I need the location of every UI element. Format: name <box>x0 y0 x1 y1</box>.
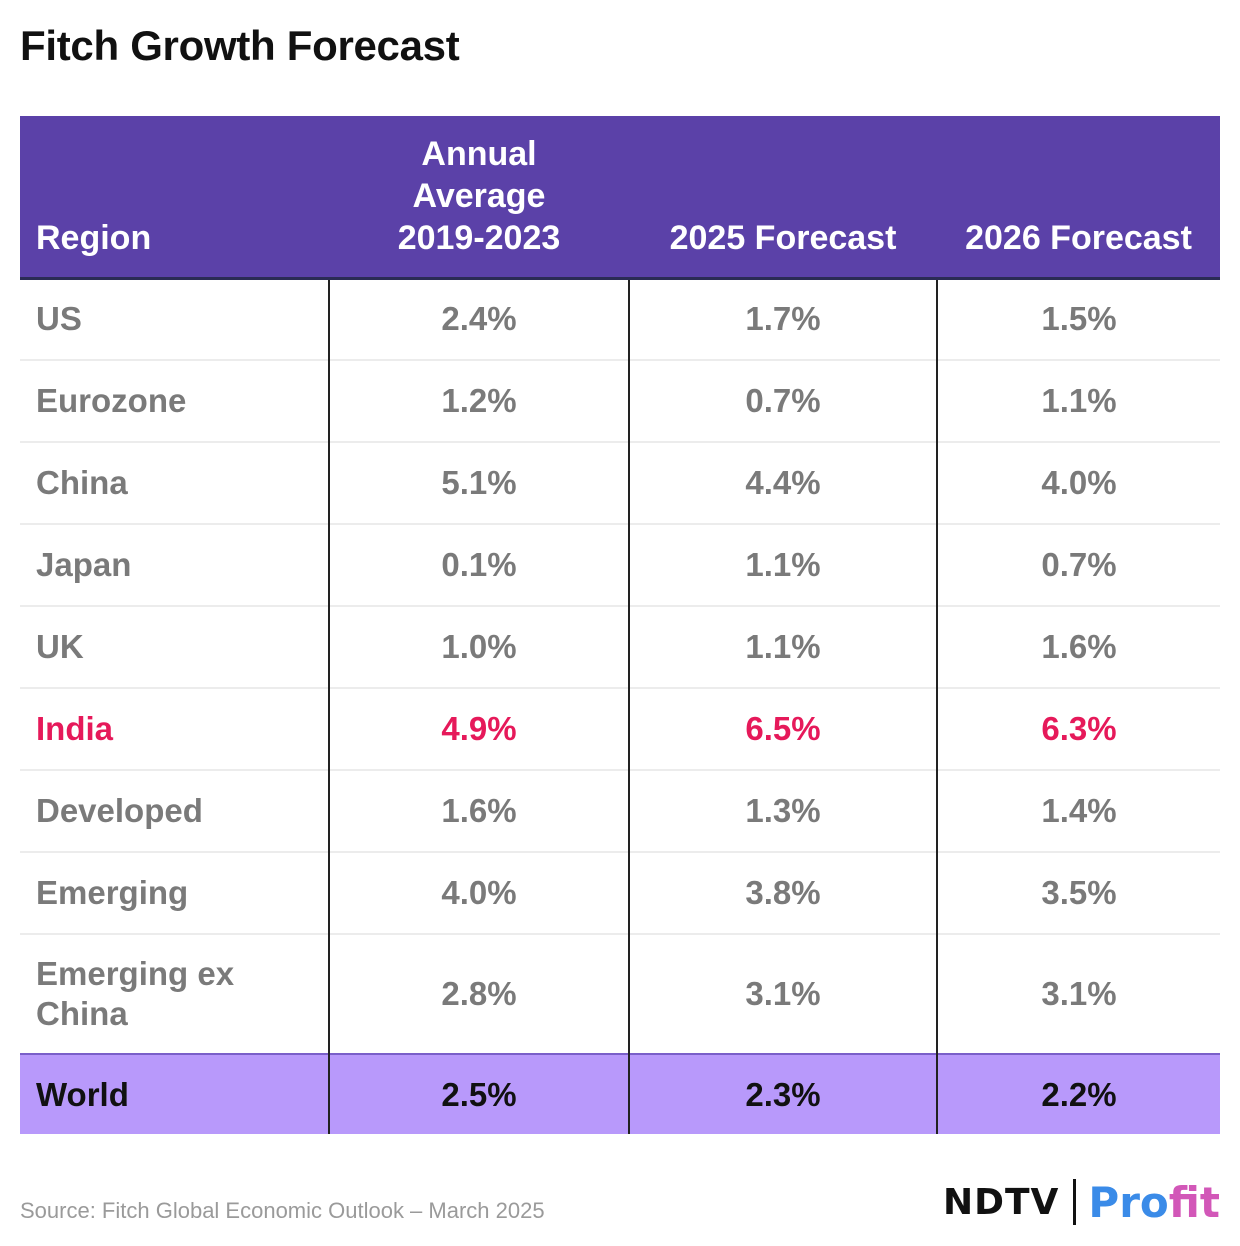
header-row: Region Annual Average 2019-2023 2025 For… <box>20 116 1220 280</box>
region-cell: Japan <box>20 523 329 606</box>
table-row-uk: UK 1.0% 1.1% 1.6% <box>20 605 1220 688</box>
table-row-emerging: Emerging 4.0% 3.8% 3.5% <box>20 851 1220 934</box>
table-row-india: India 4.9% 6.5% 6.3% <box>20 687 1220 770</box>
value-cell-annual-average: 1.0% <box>328 605 629 688</box>
ndtv-profit-logo: NDTV Profit <box>943 1176 1220 1228</box>
region-cell: US <box>36 300 82 338</box>
region-cell: Emerging <box>20 851 329 934</box>
value-cell-2025-forecast: 4.4% <box>628 441 937 524</box>
region-cell: World <box>20 1053 329 1134</box>
value-cell-2025-forecast: 1.1% <box>628 523 937 606</box>
value-cell-2025-forecast: 0.7% <box>628 359 937 442</box>
value-cell-2025-forecast: 1.1% <box>628 605 937 688</box>
value-cell-annual-average: 2.5% <box>328 1053 629 1134</box>
table-row-emerging-ex-china: Emerging ex China 2.8% 3.1% 3.1% <box>20 933 1220 1054</box>
growth-table: Region Annual Average 2019-2023 2025 For… <box>20 116 1220 1134</box>
value-cell-2026-forecast: 0.7% <box>936 523 1220 606</box>
value-cell-2026-forecast: 3.1% <box>936 933 1220 1054</box>
column-header-annual-average: Annual Average 2019-2023 <box>329 116 629 280</box>
region-cell: China <box>20 441 329 524</box>
region-cell: India <box>20 687 329 770</box>
table-row-eurozone: Eurozone 1.2% 0.7% 1.1% <box>20 359 1220 442</box>
table-row-us: US 2.4% 1.7% 1.5% <box>20 278 1220 360</box>
table-body: US 2.4% 1.7% 1.5% Eurozone 1.2% 0.7% 1.1% China 5… <box>20 278 1220 1134</box>
logo-ndtv-text: NDTV <box>942 1181 1060 1223</box>
column-header-2025-forecast: 2025 Forecast <box>629 116 937 280</box>
table-row-japan: Japan 0.1% 1.1% 0.7% <box>20 523 1220 606</box>
value-cell-2026-forecast: 1.1% <box>936 359 1220 442</box>
region-cell: Emerging ex China <box>20 933 329 1054</box>
value-cell-2026-forecast: 4.0% <box>936 441 1220 524</box>
value-cell-annual-average: 4.0% <box>328 851 629 934</box>
value-cell-annual-average: 2.4% <box>328 278 629 360</box>
logo-profit-text: Profit <box>1088 1177 1220 1227</box>
logo-divider <box>1073 1179 1077 1225</box>
value-cell-annual-average: 2.8% <box>328 933 629 1054</box>
value-cell-2026-forecast: 1.4% <box>936 769 1220 852</box>
value-cell-2025-forecast: 1.3% <box>628 769 937 852</box>
value-cell-2026-forecast: 2.2% <box>936 1053 1220 1134</box>
table-row-china: China 5.1% 4.4% 4.0% <box>20 441 1220 524</box>
value-cell-annual-average: 1.2% <box>328 359 629 442</box>
region-cell: Eurozone <box>20 359 329 442</box>
value-cell-2026-forecast: 3.5% <box>936 851 1220 934</box>
value-cell-annual-average: 1.6% <box>328 769 629 852</box>
source-note: Source: Fitch Global Economic Outlook – … <box>20 1198 545 1223</box>
value-cell-2025-forecast: 3.8% <box>628 851 937 934</box>
value-cell-annual-average: 0.1% <box>328 523 629 606</box>
value-cell-2026-forecast: 1.5% <box>936 278 1220 360</box>
region-cell: UK <box>20 605 329 688</box>
chart-title: Fitch Growth Forecast <box>20 22 460 69</box>
value-cell-2025-forecast: 1.7% <box>628 278 937 360</box>
value-cell-annual-average: 5.1% <box>328 441 629 524</box>
column-header-region: Region <box>20 116 329 280</box>
value-cell-2026-forecast: 6.3% <box>936 687 1220 770</box>
value-cell-2025-forecast: 6.5% <box>628 687 937 770</box>
value-cell-2025-forecast: 2.3% <box>628 1053 937 1134</box>
value-cell-annual-average: 4.9% <box>328 687 629 770</box>
value-cell-2025-forecast: 3.1% <box>628 933 937 1054</box>
column-header-2026-forecast: 2026 Forecast <box>937 116 1220 280</box>
region-cell: Developed <box>20 769 329 852</box>
value-cell-2026-forecast: 1.6% <box>936 605 1220 688</box>
table-row-developed: Developed 1.6% 1.3% 1.4% <box>20 769 1220 852</box>
total-row-world: World 2.5% 2.3% 2.2% <box>20 1053 1220 1134</box>
